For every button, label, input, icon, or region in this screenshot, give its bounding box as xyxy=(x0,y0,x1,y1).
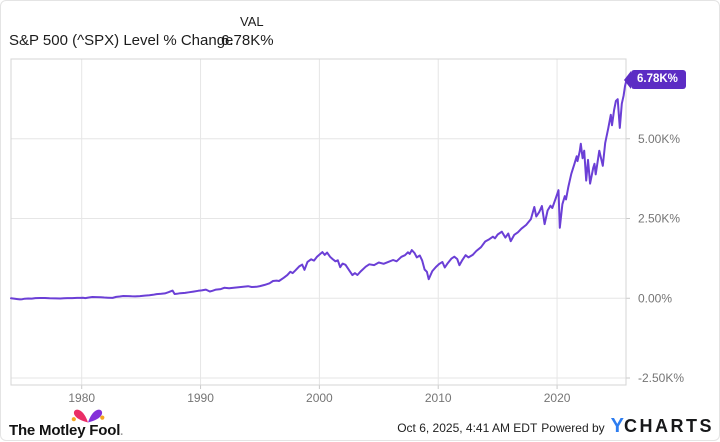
jester-hat-icon xyxy=(71,409,105,423)
mf-hat-left xyxy=(73,409,88,423)
series-current-value: 6.78K% xyxy=(221,32,274,49)
powered-by-label: Powered by xyxy=(541,421,605,435)
series-title: S&P 500 (^SPX) Level % Change xyxy=(9,32,234,49)
svg-text:1990: 1990 xyxy=(187,391,214,405)
svg-text:2010: 2010 xyxy=(425,391,452,405)
svg-text:2020: 2020 xyxy=(544,391,571,405)
svg-text:0.00%: 0.00% xyxy=(638,291,672,305)
hat-bell-right xyxy=(100,415,105,420)
timestamp: Oct 6, 2025, 4:41 AM EDT xyxy=(397,421,538,435)
motley-fool-wordmark: The Motley Fool xyxy=(9,422,121,439)
mf-hat-right xyxy=(88,409,103,423)
value-column-header: VAL xyxy=(240,14,264,29)
brand-mark: . xyxy=(120,426,124,438)
footer-attribution: Oct 6, 2025, 4:41 AM EDT Powered by YCHA… xyxy=(397,415,714,438)
ycharts-logo[interactable]: YCHARTS xyxy=(611,415,714,438)
svg-text:-2.50K%: -2.50K% xyxy=(638,371,684,385)
ycharts-wordmark: CHARTS xyxy=(624,416,714,436)
value-badge: 6.78K% xyxy=(631,70,686,89)
motley-fool-logo[interactable]: The Motley Fool. xyxy=(9,409,124,440)
hat-bell-left xyxy=(71,417,76,422)
svg-text:1980: 1980 xyxy=(68,391,95,405)
svg-text:2.50K%: 2.50K% xyxy=(638,212,680,226)
svg-text:2000: 2000 xyxy=(306,391,333,405)
ycharts-y-glyph: Y xyxy=(610,415,624,437)
svg-text:5.00K%: 5.00K% xyxy=(638,132,680,146)
